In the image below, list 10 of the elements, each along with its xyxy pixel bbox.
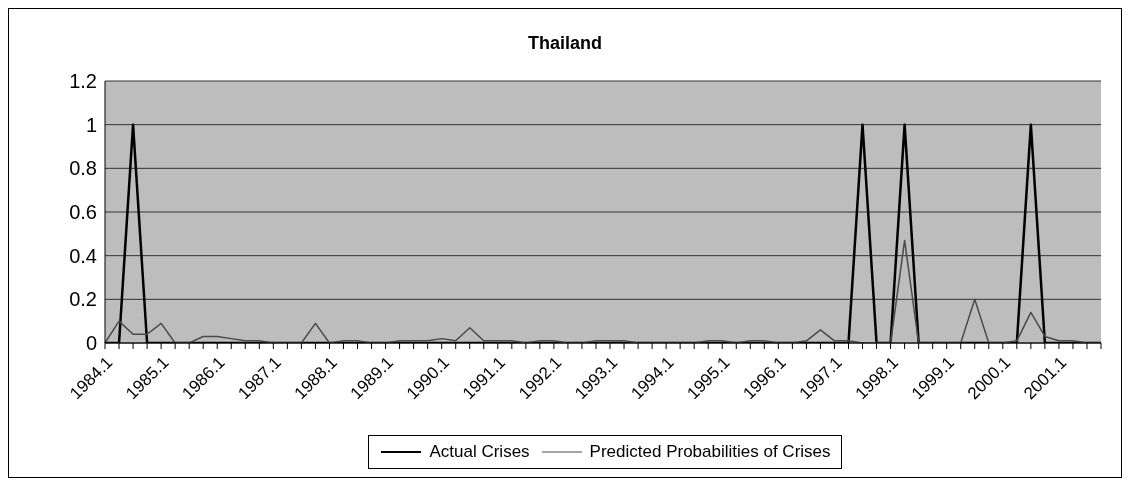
y-tick-label: 0.8 [69, 157, 97, 180]
y-tick-label: 0 [85, 332, 97, 355]
chart-title: Thailand [527, 32, 603, 55]
y-tick-label: 0.4 [69, 244, 97, 267]
legend-label: Predicted Probabilities of Crises [589, 442, 831, 462]
y-tick-label: 0.6 [69, 201, 97, 224]
y-tick-label: 1 [85, 113, 97, 136]
y-tick-label: 1.2 [69, 70, 97, 93]
legend-label: Actual Crises [429, 442, 530, 462]
y-tick-label: 0.2 [69, 288, 97, 311]
